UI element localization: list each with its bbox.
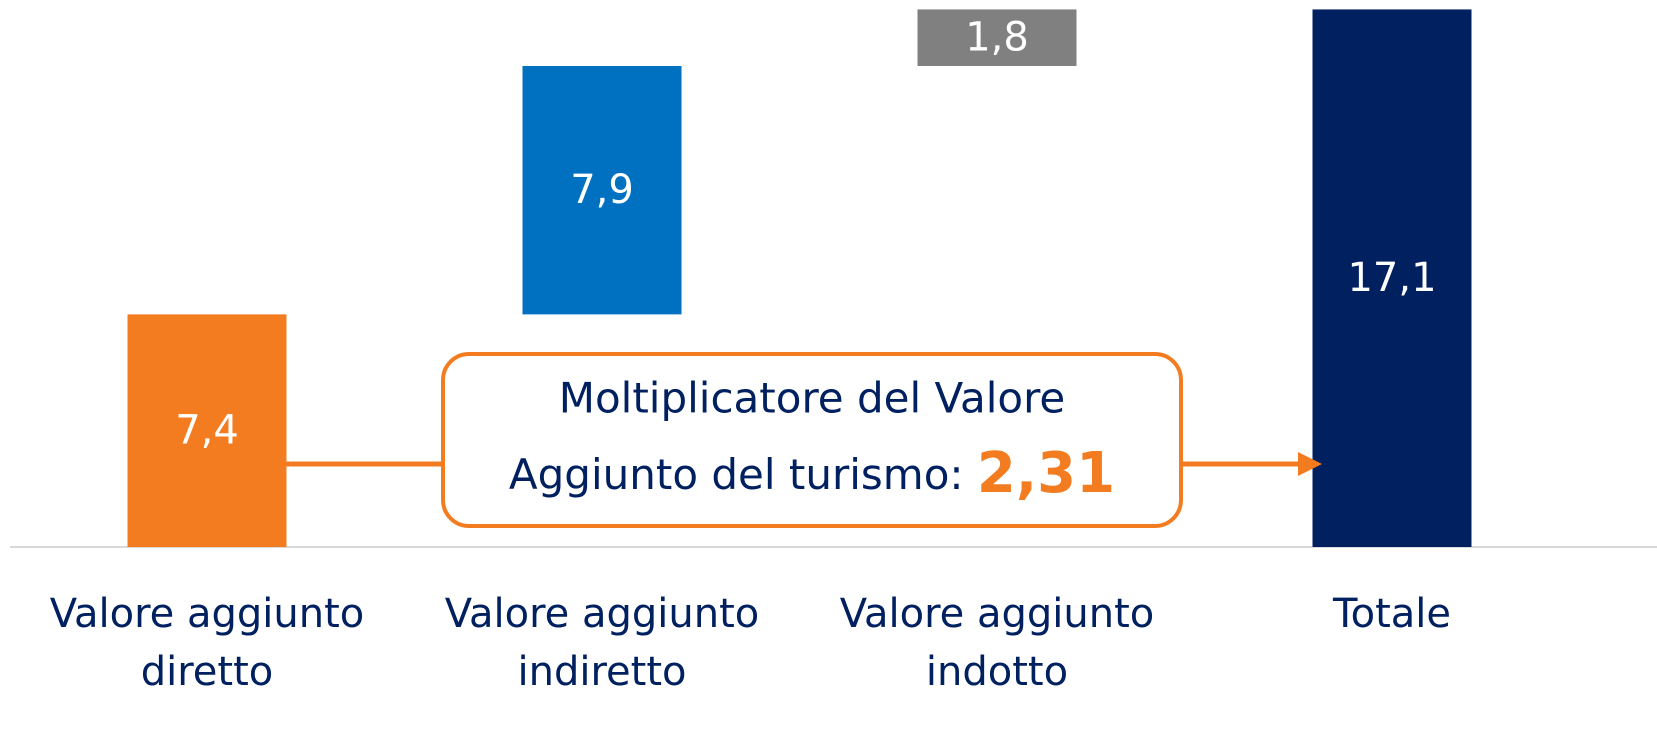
- x-tick-label: Valore aggiunto indotto: [839, 591, 1155, 695]
- x-tick-label: Valore aggiunto indiretto: [444, 591, 760, 695]
- bar: [917, 9, 1077, 67]
- arrow-head: [1298, 452, 1322, 476]
- annotation-highlight: 2,31: [977, 441, 1115, 506]
- data-label: 17,1: [1347, 255, 1436, 301]
- data-label: 1,8: [965, 15, 1029, 61]
- x-tick-label: Valore aggiunto diretto: [49, 591, 365, 695]
- annotation-box: [441, 352, 1183, 528]
- annotation-text: Aggiunto del turismo: 2,31: [509, 441, 1115, 506]
- data-label: 7,4: [175, 408, 239, 454]
- data-label: 7,9: [570, 167, 634, 213]
- annotation-text: Moltiplicatore del Valore: [559, 374, 1066, 423]
- bar: [522, 66, 682, 315]
- x-tick-label: Totale: [1332, 591, 1452, 637]
- bar: [127, 314, 287, 547]
- annotation-line: Aggiunto del turismo:: [509, 450, 964, 499]
- bar: [1312, 9, 1472, 548]
